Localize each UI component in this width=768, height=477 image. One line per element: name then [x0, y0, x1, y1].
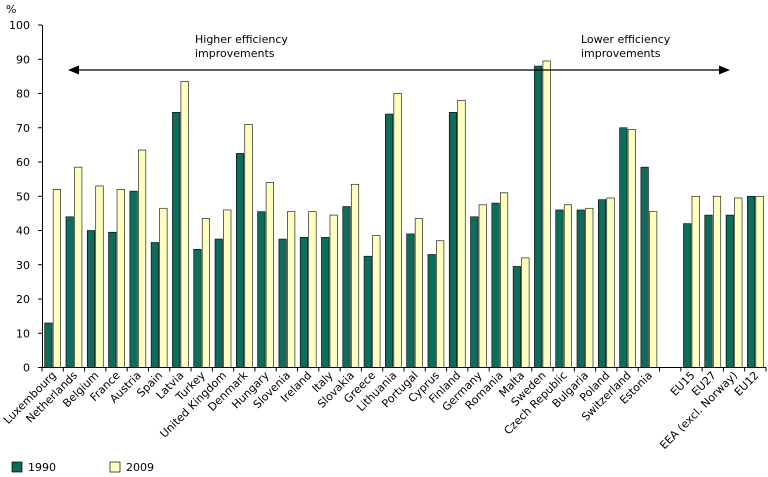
bar-1990-united-kingdom: [214, 238, 223, 368]
y-tick-label: 10: [16, 327, 30, 340]
legend-label-1990: 1990: [28, 461, 56, 474]
y-tick-label: 20: [16, 293, 30, 306]
bar-1990-romania: [491, 202, 500, 368]
bar-2009-czech-republic: [563, 204, 573, 368]
bar-1990-hungary: [257, 211, 266, 368]
annotation-right-line2: improvements: [581, 47, 661, 60]
bar-2009-romania: [500, 192, 509, 368]
y-tick-label: 70: [16, 122, 30, 135]
bar-1990-ireland: [299, 237, 308, 368]
bar-1990-turkey: [193, 249, 202, 368]
bar-2009-poland: [606, 197, 615, 368]
bar-1990-spain: [150, 242, 159, 368]
bar-2009-greece: [372, 235, 381, 368]
y-tick-label: 30: [16, 259, 30, 272]
annotation-arrow-left-head: [68, 65, 79, 75]
bar-1990-sweden: [534, 65, 543, 368]
bar-1990-eu27: [704, 214, 713, 368]
bar-1990-austria: [129, 190, 138, 368]
bar-2009-luxembourg: [52, 189, 61, 368]
bar-1990-estonia: [640, 166, 649, 368]
y-tick-label: 40: [16, 225, 30, 238]
bar-1990-switzerland: [619, 127, 628, 368]
bar-1990-netherlands: [65, 216, 74, 368]
legend-swatch-2009: [109, 461, 121, 473]
y-tick-label: 80: [16, 88, 30, 101]
y-tick-label: 60: [16, 156, 30, 169]
y-axis-ticks: 0 10 20 30 40 50 60 70 80 90 100: [9, 19, 42, 375]
y-axis-unit-label: %: [6, 3, 16, 16]
bar-1990-luxembourg: [44, 322, 53, 368]
category-label: EU12: [732, 369, 762, 399]
bar-1990-eu15: [683, 223, 692, 368]
bar-1990-slovakia: [342, 206, 351, 368]
bar-2009-france: [116, 189, 125, 368]
bar-1990-eea-excl-norway-: [725, 214, 734, 368]
legend-label-2009: 2009: [126, 461, 154, 474]
y-tick-label: 90: [16, 53, 30, 66]
bar-1990-czech-republic: [555, 209, 564, 368]
bar-2009-hungary: [265, 182, 274, 368]
bar-1990-france: [108, 231, 117, 368]
bar-2009-eu12: [755, 195, 764, 368]
bar-2009-austria: [138, 149, 147, 368]
y-tick-label: 0: [23, 362, 30, 375]
bar-1990-bulgaria: [576, 209, 585, 368]
bar-1990-portugal: [406, 233, 415, 368]
bar-2009-cyprus: [436, 240, 445, 368]
bar-1990-lithuania: [385, 113, 394, 368]
bar-2009-belgium: [95, 185, 104, 368]
bar-1990-greece: [363, 255, 372, 368]
bar-2009-malta: [521, 257, 530, 368]
bar-2009-lithuania: [393, 93, 402, 368]
bar-2009-eu15: [691, 195, 700, 368]
bar-2009-sweden: [542, 60, 551, 368]
bar-2009-eu27: [712, 195, 722, 368]
annotation-right-line1: Lower efficiency: [581, 33, 671, 46]
bar-1990-italy: [321, 237, 330, 368]
bar-2009-spain: [159, 207, 168, 368]
bar-2009-italy: [329, 214, 338, 368]
bar-2009-switzerland: [627, 129, 636, 368]
bar-2009-estonia: [649, 211, 658, 368]
bar-2009-united-kingdom: [223, 209, 232, 368]
legend-swatch-1990: [11, 461, 23, 473]
category-labels: LuxembourgNetherlandsBelgiumFranceAustri…: [1, 368, 761, 451]
bars: [44, 60, 764, 368]
bar-1990-malta: [512, 266, 521, 368]
bar-1990-denmark: [235, 153, 245, 368]
bar-1990-poland: [597, 199, 607, 368]
bar-2009-slovenia: [287, 211, 296, 368]
bar-2009-ireland: [308, 211, 317, 368]
annotation-left-line1: Higher efficiency: [195, 33, 288, 46]
bar-2009-latvia: [180, 81, 189, 368]
bar-2009-denmark: [244, 124, 253, 368]
bar-2009-germany: [478, 204, 487, 368]
bar-2009-eea-excl-norway-: [734, 197, 743, 368]
x-axis-ticks: [41, 367, 767, 372]
bar-1990-belgium: [86, 230, 96, 368]
y-tick-label: 50: [16, 190, 30, 203]
annotation-arrow-right-head: [719, 65, 730, 75]
bar-2009-turkey: [201, 218, 211, 368]
bar-1990-cyprus: [427, 254, 436, 368]
bar-2009-bulgaria: [585, 207, 594, 368]
bar-1990-germany: [470, 216, 479, 368]
bar-2009-portugal: [414, 218, 423, 368]
bar-2009-slovakia: [350, 183, 360, 368]
bar-1990-eu12: [747, 195, 756, 368]
bar-1990-latvia: [172, 112, 181, 368]
bar-2009-netherlands: [74, 166, 83, 368]
annotation-left-line2: improvements: [195, 47, 275, 60]
y-tick-label: 100: [9, 19, 30, 32]
bar-1990-finland: [448, 112, 458, 368]
bar-2009-finland: [457, 100, 466, 368]
bar-1990-slovenia: [278, 238, 287, 368]
